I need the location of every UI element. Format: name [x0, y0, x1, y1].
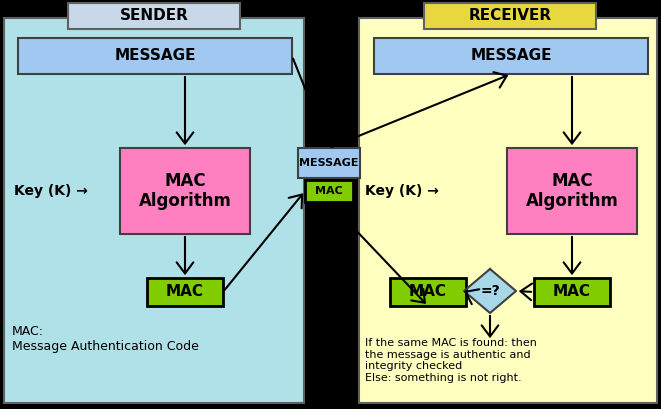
Bar	[424, 3, 596, 29]
Polygon shape	[464, 269, 516, 313]
Text: If the same MAC is found: then
the message is authentic and
integrity checked
El: If the same MAC is found: then the messa…	[365, 338, 537, 383]
Text: MAC: MAC	[166, 285, 204, 299]
Text: SENDER: SENDER	[120, 9, 188, 23]
Bar	[305, 180, 353, 202]
Text: Key (K) →: Key (K) →	[14, 184, 88, 198]
Text: MAC: MAC	[315, 186, 343, 196]
Bar	[4, 18, 304, 403]
Bar	[359, 18, 657, 403]
Bar	[68, 3, 240, 29]
Bar	[507, 148, 637, 234]
Text: MAC: MAC	[553, 285, 591, 299]
Text: Key (K) →: Key (K) →	[365, 184, 439, 198]
Text: RECEIVER: RECEIVER	[469, 9, 551, 23]
Bar	[534, 278, 610, 306]
Text: MESSAGE: MESSAGE	[470, 49, 552, 63]
Bar	[18, 38, 292, 74]
Text: =?: =?	[480, 284, 500, 298]
Bar	[390, 278, 466, 306]
Text: MAC:
Message Authentication Code: MAC: Message Authentication Code	[12, 325, 199, 353]
Bar	[120, 148, 250, 234]
Text: MAC
Algorithm: MAC Algorithm	[139, 172, 231, 210]
Text: MAC: MAC	[409, 285, 447, 299]
Bar	[374, 38, 648, 74]
Bar	[147, 278, 223, 306]
Text: MAC
Algorithm: MAC Algorithm	[525, 172, 619, 210]
Text: MESSAGE: MESSAGE	[299, 158, 359, 168]
Bar	[298, 148, 360, 178]
Text: MESSAGE: MESSAGE	[114, 49, 196, 63]
